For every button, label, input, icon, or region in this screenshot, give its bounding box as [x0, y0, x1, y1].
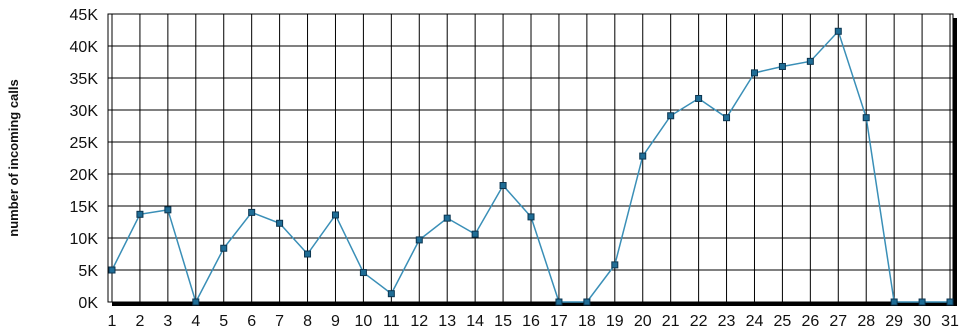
- x-tick-label: 22: [690, 313, 708, 329]
- x-tick-label: 28: [857, 313, 875, 329]
- data-point-day-22: [695, 94, 703, 102]
- x-tick-label: 27: [829, 313, 847, 329]
- y-tick-label: 15K: [70, 199, 99, 216]
- data-point-day-19: [611, 261, 619, 269]
- y-tick-label: 5K: [78, 263, 98, 280]
- data-points: [108, 27, 954, 306]
- x-tick-label: 21: [662, 313, 680, 329]
- plot-shadow-right: [953, 18, 957, 306]
- gridlines: [108, 13, 953, 303]
- data-point-day-5: [220, 244, 228, 252]
- x-tick-label: 3: [163, 313, 172, 329]
- data-point-day-11: [387, 290, 395, 298]
- data-point-day-29: [890, 298, 898, 306]
- plot-area-shadow: [112, 18, 957, 306]
- data-point-day-30: [918, 298, 926, 306]
- x-tick-label: 4: [191, 313, 200, 329]
- data-point-day-1: [108, 266, 116, 274]
- x-tick-label: 1: [108, 313, 117, 329]
- x-tick-label: 20: [634, 313, 652, 329]
- y-tick-label: 20K: [70, 167, 99, 184]
- data-point-day-18: [583, 298, 591, 306]
- data-point-day-14: [471, 230, 479, 238]
- x-tick-label: 19: [606, 313, 624, 329]
- x-tick-label: 8: [303, 313, 312, 329]
- x-tick-label: 24: [746, 313, 764, 329]
- data-point-day-4: [192, 298, 200, 306]
- data-point-day-17: [555, 298, 563, 306]
- data-point-day-27: [834, 27, 842, 35]
- data-point-day-2: [136, 210, 144, 218]
- data-point-day-23: [723, 114, 731, 122]
- plot-area: [107, 13, 954, 303]
- data-point-day-20: [639, 152, 647, 160]
- x-tick-label: 10: [355, 313, 373, 329]
- data-point-day-25: [778, 62, 786, 70]
- y-axis-title: number of incoming calls: [6, 79, 21, 236]
- x-tick-label: 23: [718, 313, 736, 329]
- data-point-day-15: [499, 182, 507, 190]
- x-tick-label: 26: [801, 313, 819, 329]
- x-tick-label: 12: [410, 313, 428, 329]
- data-point-day-12: [415, 236, 423, 244]
- data-point-day-13: [443, 214, 451, 222]
- x-tick-label: 15: [494, 313, 512, 329]
- y-tick-label: 35K: [70, 71, 99, 88]
- y-tick-label: 0K: [78, 295, 98, 312]
- data-point-day-24: [750, 69, 758, 77]
- x-axis-ticks: 1 2 3 4 5 6 7 8 9 10 11 12 13 14 15 16 17 18 19 20 21 22 23 24 2…: [108, 313, 959, 329]
- x-tick-label: 7: [275, 313, 284, 329]
- x-tick-label: 17: [550, 313, 568, 329]
- data-point-day-10: [359, 269, 367, 277]
- y-tick-label: 45K: [70, 7, 99, 24]
- data-point-day-9: [331, 211, 339, 219]
- x-tick-label: 5: [219, 313, 228, 329]
- x-tick-label: 16: [522, 313, 540, 329]
- x-tick-label: 14: [466, 313, 484, 329]
- x-tick-label: 2: [135, 313, 144, 329]
- data-point-day-6: [248, 208, 256, 216]
- data-point-day-8: [304, 250, 312, 258]
- x-tick-label: 31: [941, 313, 959, 329]
- data-point-day-21: [667, 112, 675, 120]
- x-tick-label: 6: [247, 313, 256, 329]
- data-point-day-28: [862, 114, 870, 122]
- data-point-day-16: [527, 213, 535, 221]
- y-tick-label: 25K: [70, 135, 99, 152]
- x-tick-label: 11: [383, 313, 400, 329]
- data-point-day-3: [164, 206, 172, 214]
- y-tick-label: 10K: [70, 231, 99, 248]
- x-tick-label: 18: [578, 313, 596, 329]
- plot-shadow-bottom: [112, 302, 957, 306]
- x-tick-label: 30: [913, 313, 931, 329]
- data-point-day-7: [276, 219, 284, 227]
- y-tick-label: 40K: [70, 39, 99, 56]
- x-tick-label: 13: [438, 313, 456, 329]
- x-tick-label: 25: [774, 313, 792, 329]
- x-tick-label: 9: [331, 313, 340, 329]
- x-tick-label: 29: [885, 313, 903, 329]
- data-point-day-26: [806, 57, 814, 65]
- data-point-day-31: [946, 298, 954, 306]
- y-tick-label: 30K: [70, 103, 99, 120]
- y-axis-ticks: 0K 5K 10K 15K 20K 25K 30K 35K 40K 45K: [70, 7, 99, 312]
